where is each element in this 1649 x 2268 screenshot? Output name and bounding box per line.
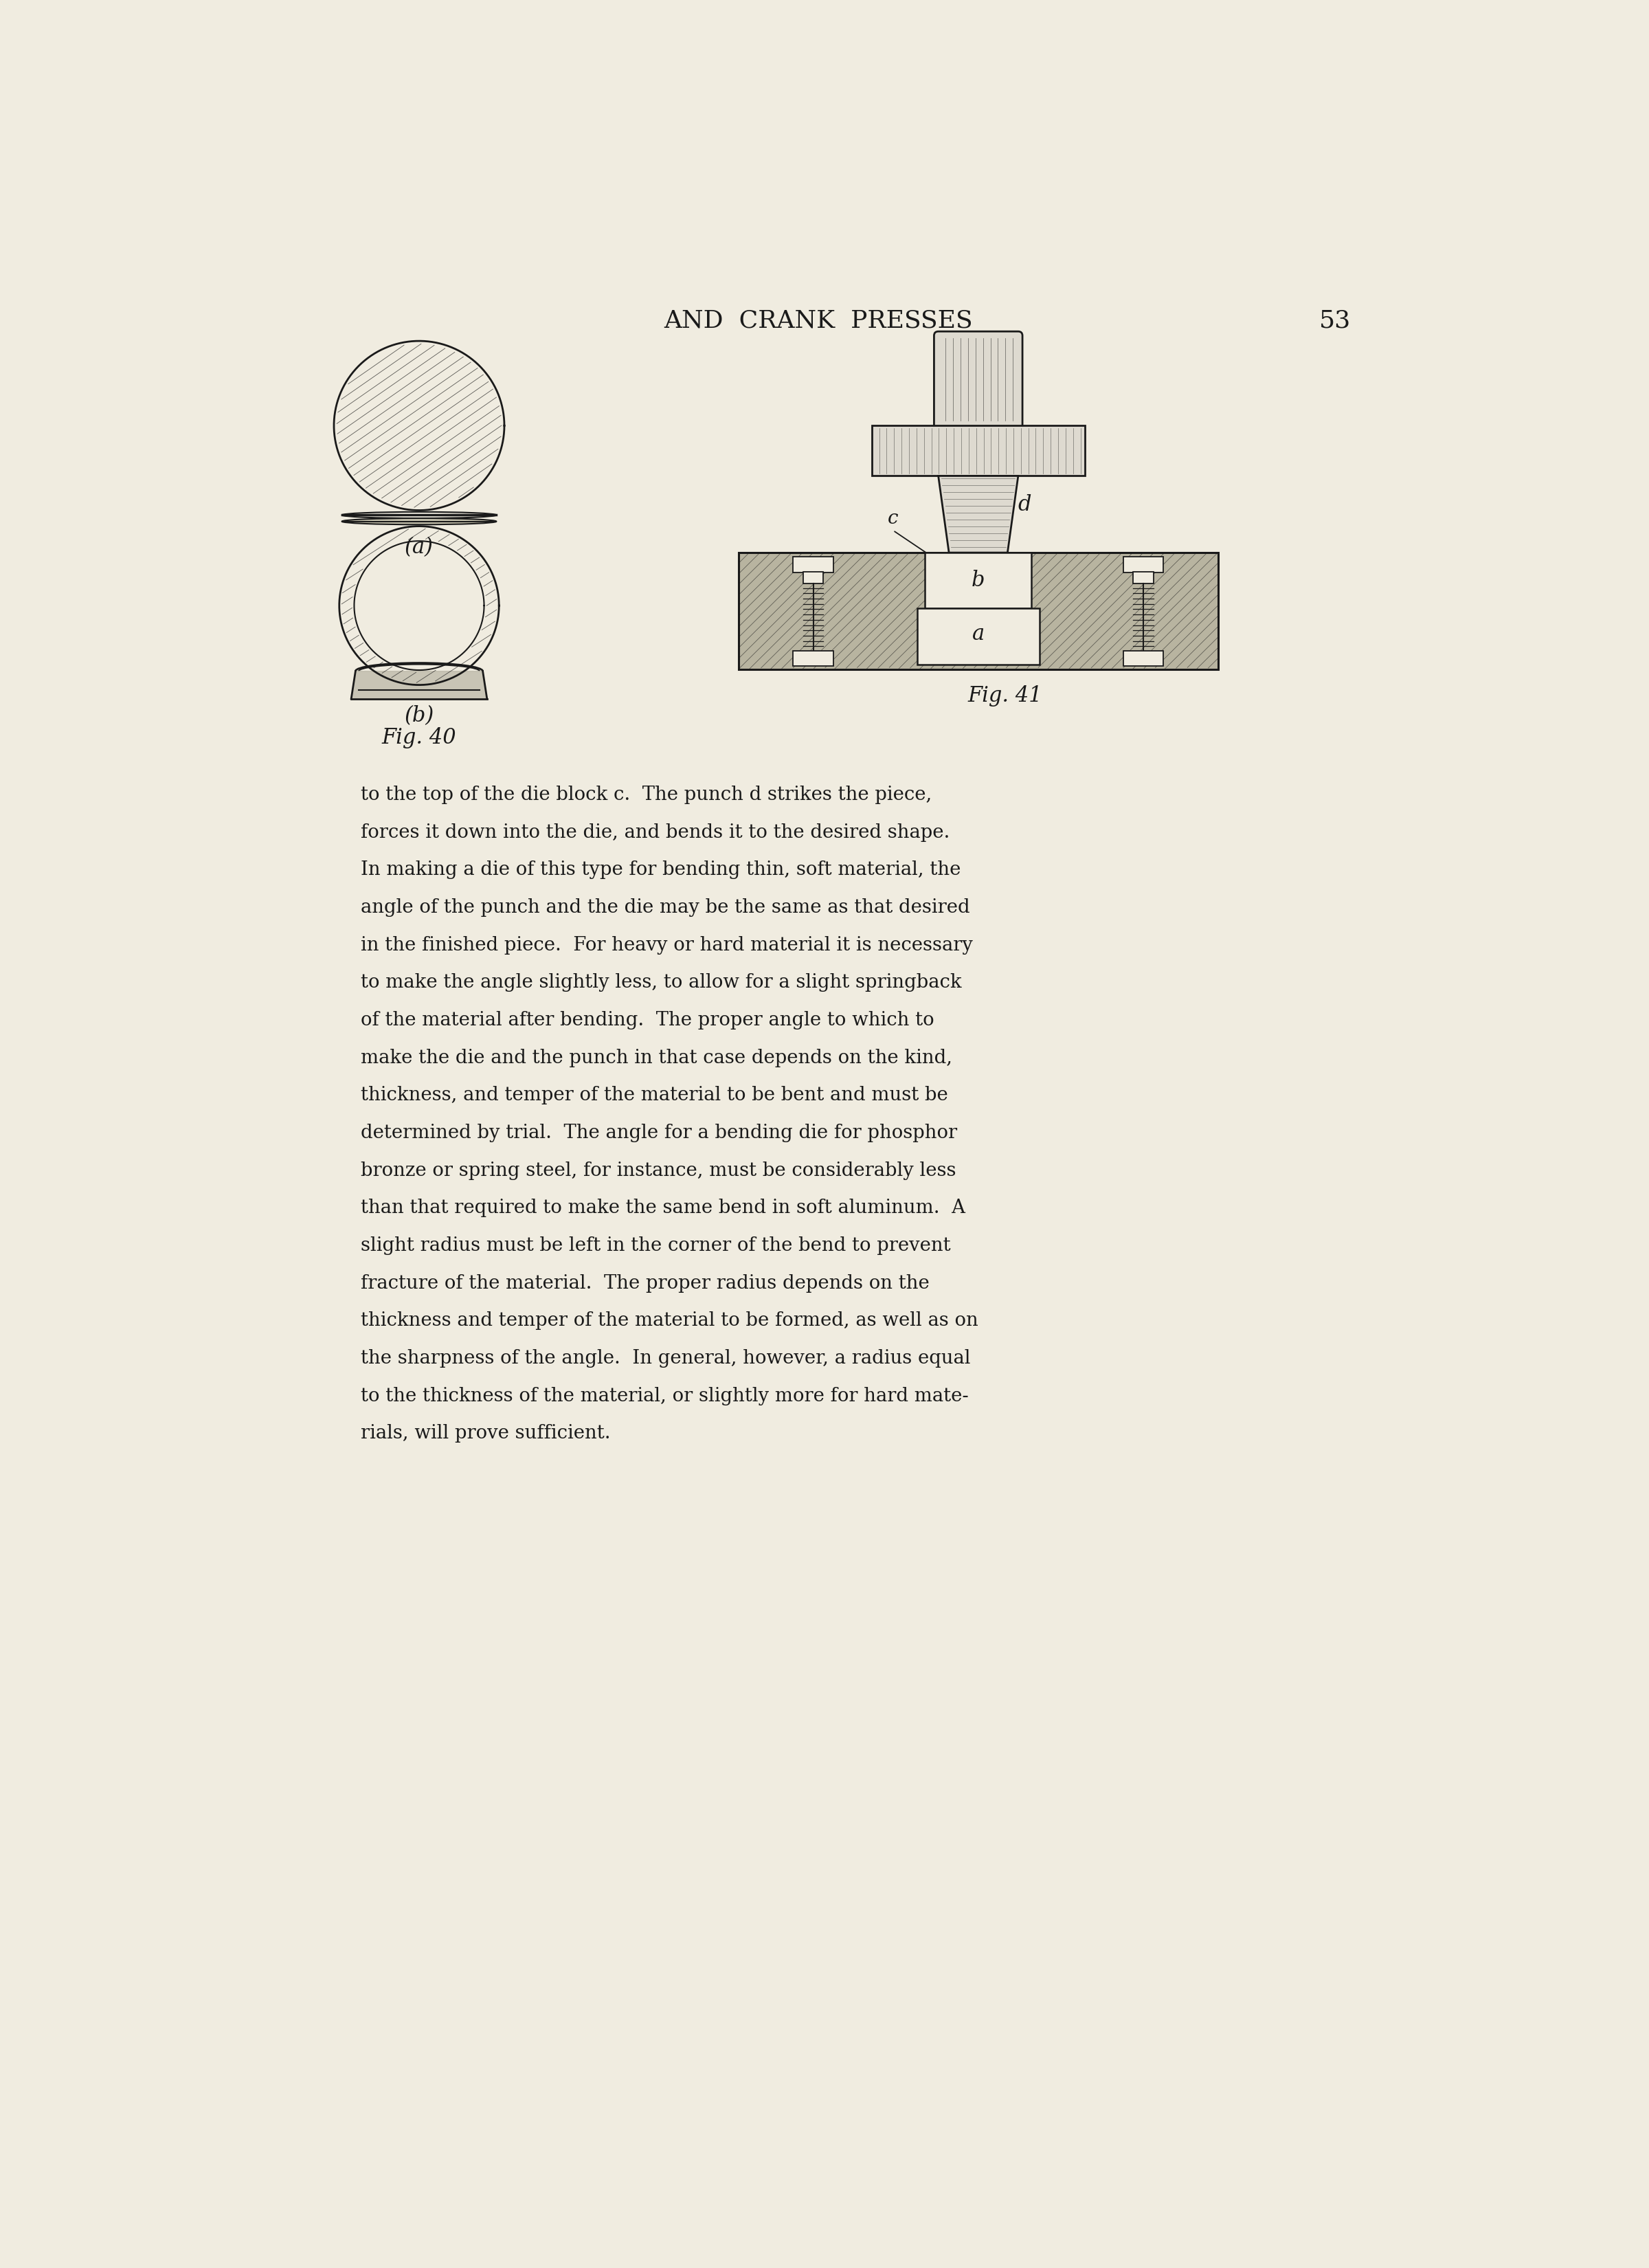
Text: fracture of the material.  The proper radius depends on the: fracture of the material. The proper rad… xyxy=(361,1275,930,1293)
Bar xyxy=(925,553,1032,608)
Text: Fig. 40: Fig. 40 xyxy=(383,728,457,748)
Text: Fig. 41: Fig. 41 xyxy=(968,685,1042,705)
Polygon shape xyxy=(351,671,486,699)
Text: c: c xyxy=(887,510,899,528)
Text: forces it down into the die, and bends it to the desired shape.: forces it down into the die, and bends i… xyxy=(361,823,950,841)
Text: determined by trial.  The angle for a bending die for phosphor: determined by trial. The angle for a ben… xyxy=(361,1123,956,1143)
Text: to the top of the die block c.  The punch d strikes the piece,: to the top of the die block c. The punch… xyxy=(361,785,932,805)
Bar xyxy=(1123,558,1163,574)
Bar xyxy=(1133,572,1153,583)
Text: slight radius must be left in the corner of the bend to prevent: slight radius must be left in the corner… xyxy=(361,1236,950,1254)
Text: a: a xyxy=(971,624,984,644)
Text: In making a die of this type for bending thin, soft material, the: In making a die of this type for bending… xyxy=(361,860,961,880)
Text: (b): (b) xyxy=(404,705,434,726)
Text: thickness, and temper of the material to be bent and must be: thickness, and temper of the material to… xyxy=(361,1086,948,1105)
Text: AND  CRANK  PRESSES: AND CRANK PRESSES xyxy=(665,308,973,333)
Text: rials, will prove sufficient.: rials, will prove sufficient. xyxy=(361,1424,610,1442)
Text: bronze or spring steel, for instance, must be considerably less: bronze or spring steel, for instance, mu… xyxy=(361,1161,956,1179)
Bar xyxy=(872,426,1085,476)
FancyBboxPatch shape xyxy=(933,331,1022,431)
Text: to make the angle slightly less, to allow for a slight springback: to make the angle slightly less, to allo… xyxy=(361,973,961,991)
Text: the sharpness of the angle.  In general, however, a radius equal: the sharpness of the angle. In general, … xyxy=(361,1349,970,1368)
Text: in the finished piece.  For heavy or hard material it is necessary: in the finished piece. For heavy or hard… xyxy=(361,937,973,955)
Ellipse shape xyxy=(341,517,496,524)
Bar xyxy=(917,608,1039,665)
Bar xyxy=(793,558,833,574)
Bar xyxy=(739,553,1219,669)
Bar xyxy=(1123,651,1163,667)
Text: d: d xyxy=(1017,494,1032,515)
Text: 53: 53 xyxy=(1319,308,1351,333)
Text: thickness and temper of the material to be formed, as well as on: thickness and temper of the material to … xyxy=(361,1311,978,1329)
Text: to the thickness of the material, or slightly more for hard mate-: to the thickness of the material, or sli… xyxy=(361,1386,968,1406)
Text: of the material after bending.  The proper angle to which to: of the material after bending. The prope… xyxy=(361,1012,933,1030)
Text: b: b xyxy=(971,569,984,592)
Polygon shape xyxy=(938,476,1017,553)
Ellipse shape xyxy=(341,513,496,517)
Text: make the die and the punch in that case depends on the kind,: make the die and the punch in that case … xyxy=(361,1048,951,1066)
Text: than that required to make the same bend in soft aluminum.  A: than that required to make the same bend… xyxy=(361,1200,965,1218)
Bar xyxy=(803,572,823,583)
Bar xyxy=(793,651,833,667)
Text: (a): (a) xyxy=(404,538,434,558)
Text: angle of the punch and the die may be the same as that desired: angle of the punch and the die may be th… xyxy=(361,898,970,916)
